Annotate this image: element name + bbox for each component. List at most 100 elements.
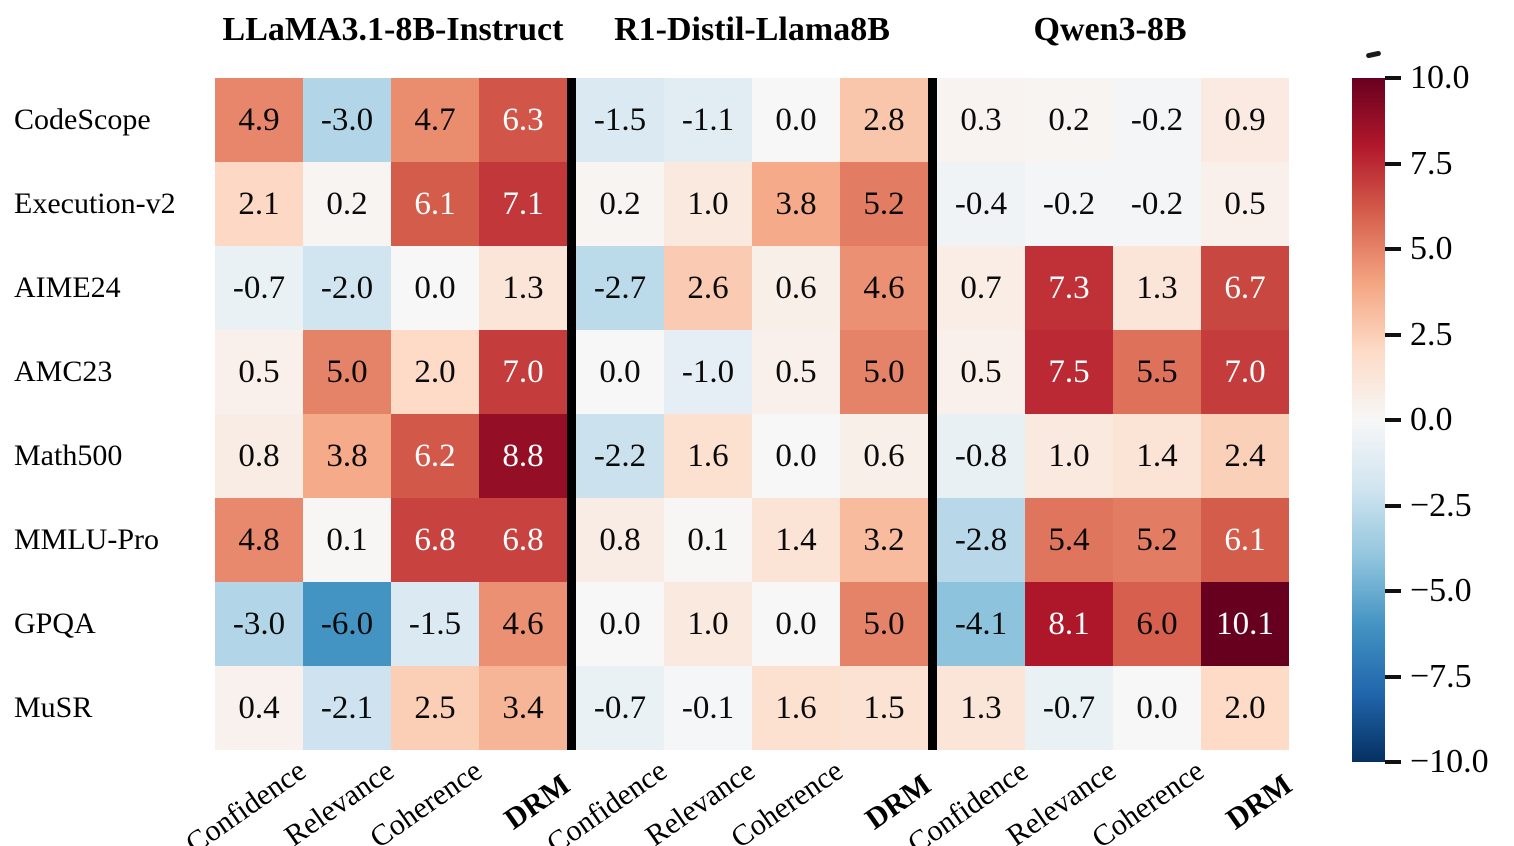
heatmap-cell: 8.1 — [1025, 582, 1113, 666]
group-separator-bar — [928, 414, 937, 498]
row-label-aime24: AIME24 — [14, 271, 121, 304]
heatmap-cell: 0.0 — [391, 246, 479, 330]
group-header-r1-distil-llama8b: R1-Distil-Llama8B — [614, 11, 890, 48]
heatmap-cell: 5.4 — [1025, 498, 1113, 582]
heatmap-row: 2.1 0.2 6.1 7.1 0.2 1.0 3.8 5.2 -0.4 -0.2 -0.2 0.5 — [215, 162, 1289, 246]
heatmap-cell: 0.5 — [215, 330, 303, 414]
group-separator-bar — [567, 498, 576, 582]
heatmap-cell: -0.8 — [937, 414, 1025, 498]
colorbar-tick-label: 7.5 — [1410, 144, 1453, 182]
heatmap-cell: 1.4 — [752, 498, 840, 582]
colorbar-tick-label: −7.5 — [1410, 657, 1472, 695]
group-separator-bar — [928, 162, 937, 246]
heatmap-cell: 0.6 — [840, 414, 928, 498]
heatmap-cell: 7.3 — [1025, 246, 1113, 330]
heatmap-cell: 3.8 — [752, 162, 840, 246]
heatmap-cell: 5.2 — [840, 162, 928, 246]
heatmap-row: 4.8 0.1 6.8 6.8 0.8 0.1 1.4 3.2 -2.8 5.4 5.2 6.1 — [215, 498, 1289, 582]
heatmap-cell: 0.6 — [752, 246, 840, 330]
colorbar-tick-label: 5.0 — [1410, 230, 1453, 267]
heatmap-cell: 1.5 — [840, 666, 928, 750]
row-label-codescope: CodeScope — [14, 103, 151, 136]
heatmap-cell: 0.3 — [937, 78, 1025, 162]
heatmap-cell: 2.0 — [1201, 666, 1289, 750]
row-label-musr: MuSR — [14, 691, 93, 724]
heatmap-row: 4.9 -3.0 4.7 6.3 -1.5 -1.1 0.0 2.8 0.3 0.2 -0.2 0.9 — [215, 78, 1289, 162]
colorbar-tick-mark — [1385, 760, 1401, 764]
heatmap-cell: -2.7 — [576, 246, 664, 330]
heatmap-cell: -2.8 — [937, 498, 1025, 582]
heatmap-cell: -0.2 — [1113, 78, 1201, 162]
heatmap-cell: 3.8 — [303, 414, 391, 498]
colorbar-tick-label: 2.5 — [1410, 315, 1453, 353]
heatmap-cell: 2.0 — [391, 330, 479, 414]
heatmap-cell: 1.3 — [937, 666, 1025, 750]
heatmap-cell: 1.0 — [664, 582, 752, 666]
heatmap-cell: 1.3 — [1113, 246, 1201, 330]
heatmap-cell: -2.0 — [303, 246, 391, 330]
heatmap-cell: 3.2 — [840, 498, 928, 582]
heatmap-cell: 4.6 — [840, 246, 928, 330]
colorbar-tick-mark — [1385, 674, 1401, 679]
group-separator-bar — [567, 246, 576, 330]
heatmap-cell: 0.7 — [937, 246, 1025, 330]
group-separator-bar — [928, 582, 937, 666]
colorbar-tick-mark — [1385, 503, 1401, 508]
colorbar-tick-label: 0.0 — [1410, 401, 1453, 438]
heatmap-cell: 0.1 — [664, 498, 752, 582]
heatmap-cell: -2.1 — [303, 666, 391, 750]
heatmap-cell: 0.2 — [1025, 78, 1113, 162]
heatmap-cell: -0.2 — [1113, 162, 1201, 246]
heatmap-cell: 0.5 — [937, 330, 1025, 414]
colorbar-tick-mark — [1385, 161, 1401, 166]
heatmap-cell: 10.1 — [1201, 582, 1289, 666]
group-separator-bar — [567, 414, 576, 498]
colorbar-tick-label: −10.0 — [1410, 743, 1489, 780]
heatmap-cell: 0.1 — [303, 498, 391, 582]
heatmap-cell: 2.5 — [391, 666, 479, 750]
heatmap-cell: -1.0 — [664, 330, 752, 414]
heatmap-cell: 0.0 — [576, 330, 664, 414]
heatmap-row: -3.0 -6.0 -1.5 4.6 0.0 1.0 0.0 5.0 -4.1 8.1 6.0 10.… — [215, 582, 1289, 666]
heatmap-cell: 4.9 — [215, 78, 303, 162]
heatmap-cell: 2.6 — [664, 246, 752, 330]
heatmap-cell: -1.1 — [664, 78, 752, 162]
heatmap-cell: -1.5 — [576, 78, 664, 162]
colorbar-tick-mark — [1385, 589, 1401, 593]
colorbar-tick-mark — [1385, 332, 1401, 337]
heatmap-cell: 0.0 — [752, 78, 840, 162]
heatmap-cell: 2.8 — [840, 78, 928, 162]
heatmap-cell: 5.0 — [840, 330, 928, 414]
heatmap-cell: 1.0 — [664, 162, 752, 246]
heatmap-cell: 8.8 — [479, 414, 567, 498]
heatmap-cell: 6.7 — [1201, 246, 1289, 330]
heatmap-cell: -4.1 — [937, 582, 1025, 666]
heatmap-cell: 0.4 — [215, 666, 303, 750]
heatmap-cell: 4.6 — [479, 582, 567, 666]
heatmap-cell: 5.0 — [303, 330, 391, 414]
heatmap-cell: 6.1 — [1201, 498, 1289, 582]
group-separator-bar — [567, 162, 576, 246]
heatmap-cell: 4.7 — [391, 78, 479, 162]
group-separator-bar — [928, 246, 937, 330]
heatmap-cell: 2.4 — [1201, 414, 1289, 498]
row-label-amc23: AMC23 — [14, 355, 113, 388]
heatmap-cell: 6.2 — [391, 414, 479, 498]
heatmap-cell: 7.0 — [1201, 330, 1289, 414]
heatmap-cell: 1.6 — [752, 666, 840, 750]
heatmap-cell: -6.0 — [303, 582, 391, 666]
colorbar-tick-mark — [1385, 247, 1401, 251]
heatmap-cell: 3.4 — [479, 666, 567, 750]
group-header-llama31-8b-instruct: LLaMA3.1-8B-Instruct — [222, 11, 564, 48]
colorbar-tick-mark — [1385, 418, 1401, 422]
heatmap-cell: 4.8 — [215, 498, 303, 582]
heatmap-cell: 1.0 — [1025, 414, 1113, 498]
group-separator-bar — [567, 78, 576, 162]
heatmap-cell: 6.3 — [479, 78, 567, 162]
group-separator-bar — [567, 666, 576, 750]
heatmap-cell: 7.1 — [479, 162, 567, 246]
group-separator-bar — [567, 582, 576, 666]
colorbar-tick-label: −5.0 — [1410, 572, 1472, 609]
heatmap-cell: 1.3 — [479, 246, 567, 330]
colorbar-tick-label: 10.0 — [1410, 59, 1470, 96]
